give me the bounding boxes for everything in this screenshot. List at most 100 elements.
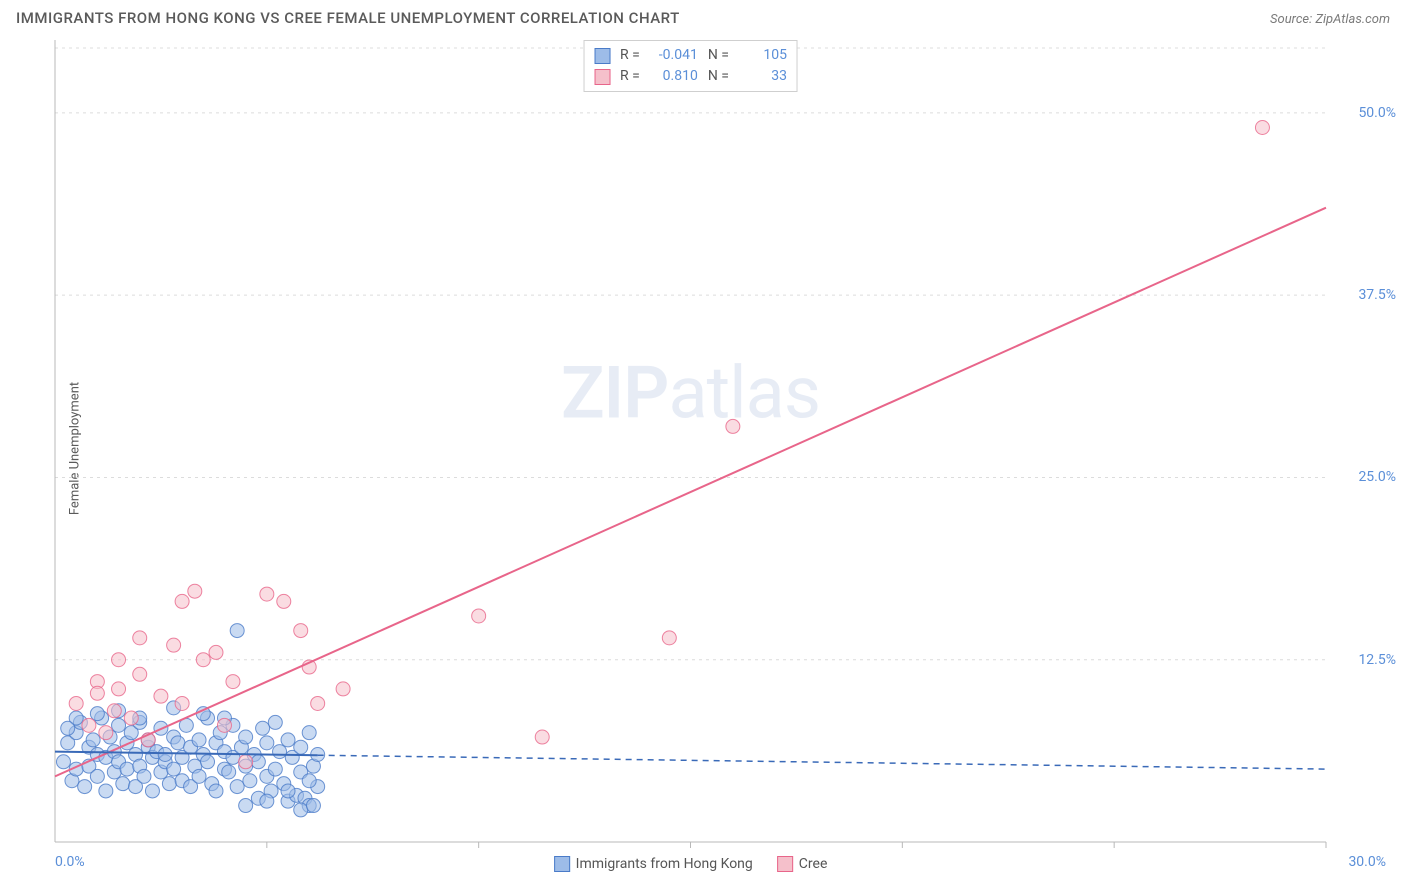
scatter-point xyxy=(268,762,282,776)
scatter-point xyxy=(302,774,316,788)
scatter-point xyxy=(167,638,181,652)
source-prefix: Source: xyxy=(1270,12,1315,27)
scatter-point xyxy=(78,780,92,794)
scatter-point xyxy=(188,584,202,598)
scatter-point xyxy=(145,784,159,798)
scatter-point xyxy=(133,631,147,645)
legend-swatch xyxy=(777,856,793,872)
scatter-point xyxy=(175,696,189,710)
stats-row: R = -0.041 N = 105 xyxy=(594,45,787,66)
scatter-point xyxy=(306,799,320,813)
scatter-point xyxy=(726,419,740,433)
scatter-point xyxy=(90,686,104,700)
n-label: N = xyxy=(708,45,729,66)
y-tick-label: 12.5% xyxy=(1358,652,1396,668)
scatter-point xyxy=(192,733,206,747)
legend-item: Cree xyxy=(777,856,828,872)
scatter-point xyxy=(69,696,83,710)
scatter-point xyxy=(311,696,325,710)
stats-row: R =0.810N =33 xyxy=(594,66,787,87)
scatter-point xyxy=(107,704,121,718)
scatter-point xyxy=(90,707,104,721)
scatter-point xyxy=(239,799,253,813)
scatter-point xyxy=(226,675,240,689)
y-tick-label: 37.5% xyxy=(1358,287,1396,303)
scatter-point xyxy=(201,755,215,769)
trend-line-extrapolated xyxy=(318,755,1326,769)
scatter-point xyxy=(154,689,168,703)
scatter-point xyxy=(133,667,147,681)
scatter-point xyxy=(82,718,96,732)
scatter-point xyxy=(230,780,244,794)
scatter-point xyxy=(137,769,151,783)
scatter-point xyxy=(209,645,223,659)
legend-label: Cree xyxy=(799,856,828,872)
scatter-point xyxy=(116,777,130,791)
scatter-point xyxy=(86,733,100,747)
trend-line xyxy=(55,208,1326,777)
scatter-point xyxy=(277,594,291,608)
scatter-point xyxy=(260,794,274,808)
scatter-point xyxy=(251,755,265,769)
scatter-point xyxy=(162,777,176,791)
scatter-point xyxy=(99,726,113,740)
scatter-point xyxy=(175,594,189,608)
scatter-point xyxy=(230,624,244,638)
scatter-point xyxy=(99,784,113,798)
chart-area: Female Unemployment ZIPatlas R =-0.041N … xyxy=(55,40,1326,842)
scatter-point xyxy=(209,784,223,798)
legend-label: Immigrants from Hong Kong xyxy=(576,856,753,872)
scatter-point xyxy=(268,715,282,729)
chart-title: IMMIGRANTS FROM HONG KONG VS CREE FEMALE… xyxy=(16,9,680,27)
scatter-point xyxy=(260,587,274,601)
source-name: ZipAtlas.com xyxy=(1315,12,1390,27)
x-axis-max-label: 30.0% xyxy=(1348,854,1386,870)
scatter-point xyxy=(281,733,295,747)
n-value: 33 xyxy=(739,66,787,87)
scatter-point xyxy=(243,774,257,788)
x-axis-min-label: 0.0% xyxy=(55,854,85,870)
r-label: R = xyxy=(620,66,640,87)
scatter-point xyxy=(112,682,126,696)
scatter-point xyxy=(662,631,676,645)
scatter-point xyxy=(472,609,486,623)
scatter-point xyxy=(302,726,316,740)
y-tick-label: 50.0% xyxy=(1358,105,1396,121)
scatter-point xyxy=(336,682,350,696)
scatter-point xyxy=(192,769,206,783)
scatter-point xyxy=(260,736,274,750)
scatter-plot xyxy=(55,40,1326,842)
correlation-stats-box: R = -0.041 N = 105R = 0.810 N = 33 xyxy=(583,40,798,92)
scatter-point xyxy=(120,762,134,776)
scatter-point xyxy=(61,721,75,735)
scatter-point xyxy=(1255,120,1269,134)
scatter-point xyxy=(294,740,308,754)
scatter-point xyxy=(256,721,270,735)
n-value: 105 xyxy=(739,45,787,66)
scatter-point xyxy=(124,711,138,725)
scatter-point xyxy=(535,730,549,744)
scatter-point xyxy=(281,784,295,798)
r-value: 0.810 xyxy=(650,66,698,87)
r-value: -0.041 xyxy=(650,45,698,66)
scatter-point xyxy=(294,624,308,638)
scatter-point xyxy=(56,755,70,769)
y-tick-label: 25.0% xyxy=(1358,469,1396,485)
scatter-point xyxy=(171,736,185,750)
scatter-point xyxy=(112,653,126,667)
scatter-point xyxy=(239,755,253,769)
scatter-point xyxy=(196,653,210,667)
series-swatch xyxy=(594,69,610,85)
r-label: R = xyxy=(620,45,640,66)
scatter-point xyxy=(90,769,104,783)
scatter-point xyxy=(112,718,126,732)
source-attribution: Source: ZipAtlas.com xyxy=(1270,8,1390,27)
scatter-point xyxy=(217,718,231,732)
legend-swatch xyxy=(554,856,570,872)
scatter-point xyxy=(273,745,287,759)
scatter-point xyxy=(167,762,181,776)
legend-item: Immigrants from Hong Kong xyxy=(554,856,753,872)
series-swatch xyxy=(594,48,610,64)
scatter-point xyxy=(239,730,253,744)
scatter-point xyxy=(158,748,172,762)
